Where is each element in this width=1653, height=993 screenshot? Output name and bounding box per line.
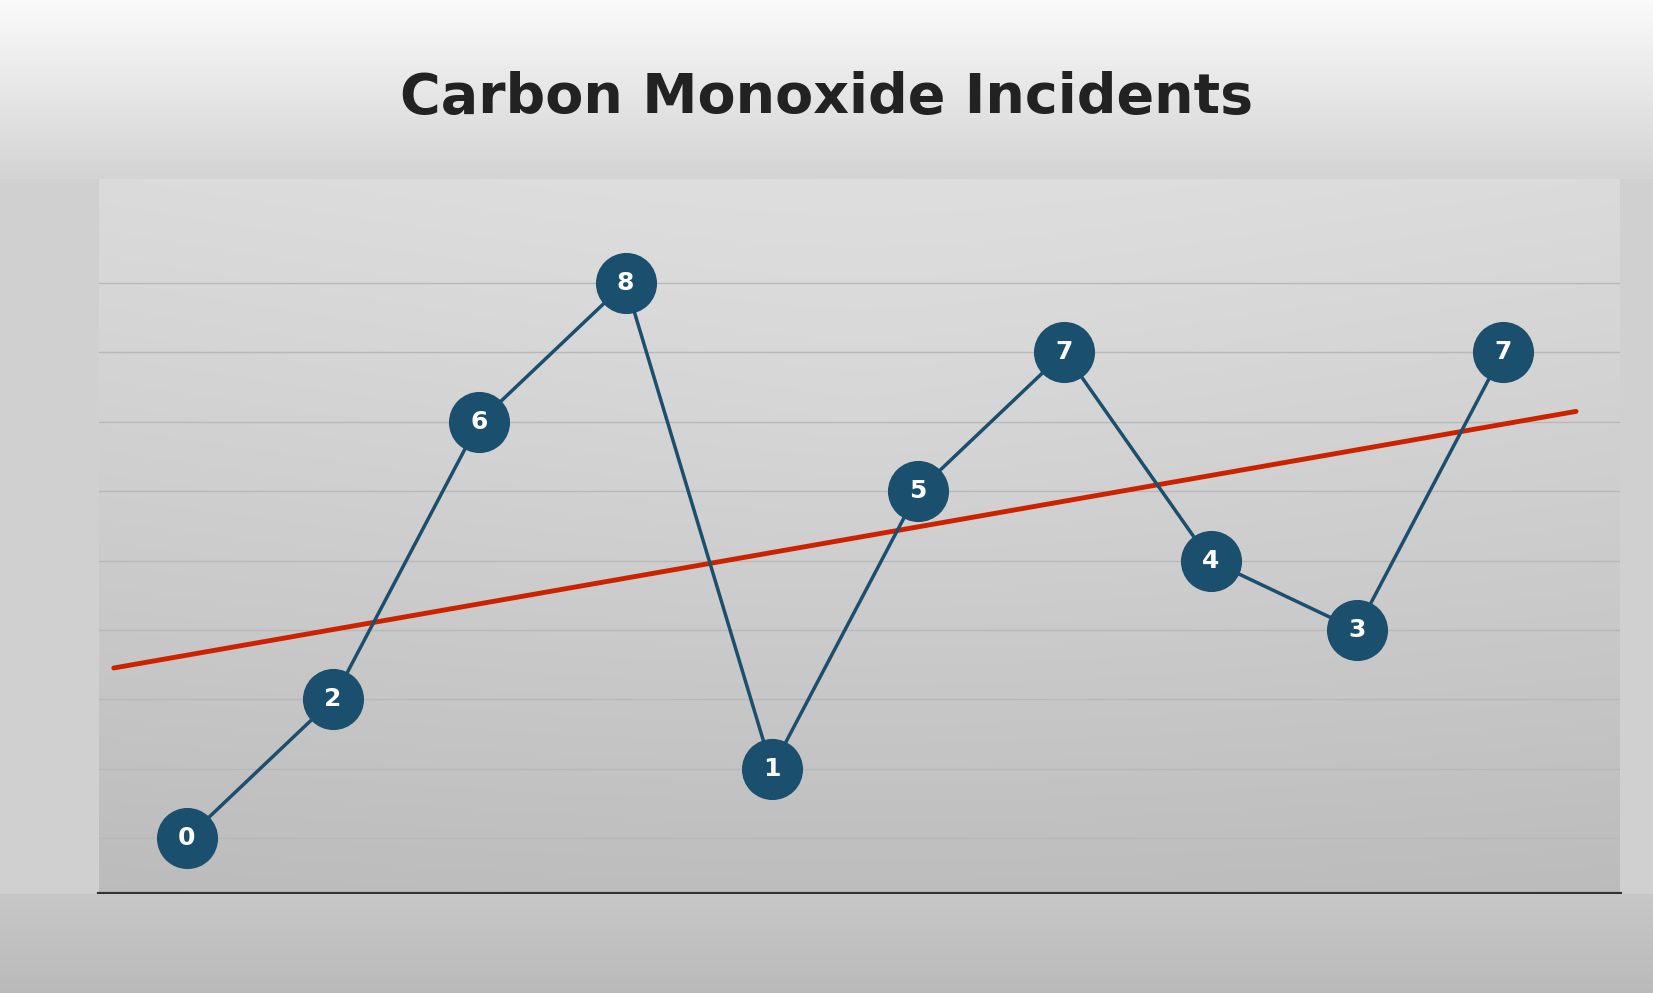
Point (759, 761, 785, 777)
Point (1197, 552, 1223, 568)
Point (904, 484, 931, 499)
Text: Carbon Monoxide Incidents: Carbon Monoxide Incidents (400, 71, 1253, 125)
Text: 6: 6 (471, 410, 488, 434)
Point (321, 691, 347, 707)
Point (1051, 345, 1078, 360)
Text: 7: 7 (1056, 341, 1073, 364)
Point (1489, 345, 1516, 360)
Point (466, 414, 493, 430)
Text: 4: 4 (1202, 548, 1220, 573)
Text: 5: 5 (909, 479, 927, 503)
Text: 2: 2 (324, 687, 342, 711)
Text: 3: 3 (1349, 618, 1365, 641)
Point (612, 275, 638, 291)
Point (1344, 622, 1370, 638)
Point (174, 830, 200, 846)
Text: 7: 7 (1494, 341, 1511, 364)
Text: 0: 0 (179, 826, 195, 850)
Text: 1: 1 (764, 757, 780, 780)
Text: 8: 8 (617, 271, 635, 295)
